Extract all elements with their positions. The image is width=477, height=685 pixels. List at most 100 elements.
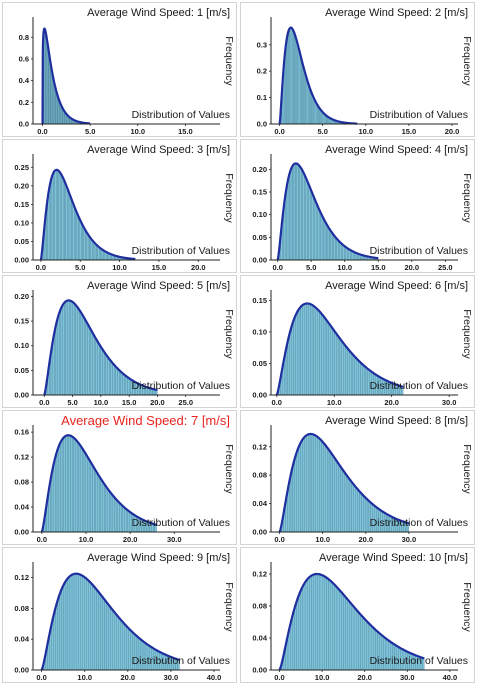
x-tick-label: 5.0 — [75, 263, 85, 272]
chart-title: Average Wind Speed: 5 [m/s] — [87, 280, 230, 292]
histogram-bar — [72, 302, 75, 396]
histogram-bar — [55, 602, 58, 671]
histogram-bar — [344, 246, 346, 261]
histogram-bar — [306, 81, 309, 125]
histogram-bar — [315, 308, 318, 396]
y-tick-label: 0.05 — [14, 366, 29, 375]
x-tick-label: 30.0 — [442, 398, 457, 407]
histogram-bar — [310, 304, 313, 396]
histogram-bar — [341, 342, 344, 396]
histogram-bar — [323, 316, 326, 396]
histogram-bar — [332, 234, 335, 261]
histogram-bar — [53, 171, 55, 261]
histogram-bar — [292, 29, 294, 125]
histogram-bar — [80, 447, 83, 533]
chart-title: Average Wind Speed: 7 [m/s] — [61, 413, 230, 428]
x-tick-label: 20.0 — [150, 398, 165, 407]
chart-svg: 0.00 0.05 0.10 0.15 0.20 0.0 5.0 10.0 15.0 20.0 25… — [14, 290, 220, 407]
histogram-bar — [90, 331, 93, 396]
histogram-bar — [336, 334, 339, 396]
histogram-bar — [349, 351, 352, 396]
histogram-bar — [330, 453, 333, 533]
histogram-bar — [99, 477, 102, 533]
histogram-bar — [127, 377, 130, 396]
histogram-bar — [107, 489, 110, 533]
x-axis-label: Distribution of Values — [369, 517, 468, 529]
histogram-bar — [296, 42, 298, 125]
y-tick-label: 0.05 — [252, 359, 267, 368]
histogram-bar — [298, 592, 301, 671]
histogram-bar — [95, 472, 98, 533]
histogram-bar — [108, 605, 111, 671]
histogram-bar — [124, 625, 127, 671]
chart-svg: 0.00 0.05 0.10 0.15 0.0 10.0 20.0 30.0 — [252, 290, 458, 407]
x-axis-label: Distribution of Values — [131, 245, 230, 257]
x-tick-label: 40.0 — [207, 673, 222, 682]
x-tick-label: 0.0 — [274, 535, 284, 544]
chart-svg: 0.00 0.04 0.08 0.12 0.0 10.0 20.0 30.0 — [252, 425, 458, 544]
histogram-bar — [302, 438, 305, 533]
y-tick-label: 0.0 — [257, 120, 267, 129]
histogram-bar — [345, 346, 348, 396]
y-tick-label: 0.08 — [14, 478, 29, 487]
histogram-bar — [58, 444, 61, 533]
y-tick-label: 0.04 — [14, 635, 29, 644]
histogram-bar — [128, 629, 131, 671]
chart-panel-8: 0.00 0.04 0.08 0.12 0.0 10.0 20.0 30.0 Average W… — [240, 410, 475, 545]
histogram-bar — [363, 496, 366, 533]
y-tick-label: 0.08 — [14, 604, 29, 613]
histogram-bar — [104, 352, 106, 396]
histogram-bar — [319, 574, 323, 671]
histogram-bar — [64, 301, 67, 396]
y-tick-label: 0.00 — [252, 528, 267, 537]
histogram-bar — [71, 200, 73, 261]
histogram-bar — [125, 376, 128, 396]
histogram-bar — [349, 480, 352, 533]
histogram-bar — [289, 27, 292, 125]
histogram-bar — [80, 574, 83, 671]
histogram-bar — [51, 174, 54, 261]
histogram-bar — [110, 494, 113, 533]
histogram-bar — [109, 359, 111, 396]
histogram-bar — [88, 581, 91, 671]
y-axis-label: Frequency — [223, 173, 235, 223]
histogram-bar — [70, 435, 73, 533]
chart-title: Average Wind Speed: 1 [m/s] — [87, 7, 230, 19]
y-tick-label: 0.20 — [252, 165, 267, 174]
y-tick-label: 0.12 — [14, 453, 29, 462]
histogram-bar — [304, 73, 306, 125]
x-tick-label: 10.0 — [337, 263, 352, 272]
histogram-bar — [73, 438, 76, 533]
x-tick-label: 10.0 — [315, 535, 330, 544]
histogram-bar — [345, 598, 348, 671]
histogram-bar — [292, 612, 295, 671]
histogram-bar — [317, 437, 320, 533]
histogram-bar — [61, 586, 65, 671]
y-tick-label: 0.0 — [19, 120, 29, 129]
histogram-bar — [293, 318, 296, 396]
histogram-bar — [53, 460, 56, 533]
y-axis-label: Frequency — [223, 444, 235, 494]
histogram-bar — [335, 237, 337, 261]
x-tick-label: 10.0 — [315, 673, 330, 682]
histogram-bar — [297, 310, 300, 396]
histogram-bar — [334, 585, 338, 671]
histogram-bar — [361, 494, 364, 533]
y-tick-label: 0.4 — [19, 76, 30, 85]
histogram-bar — [90, 239, 93, 261]
histogram-bar — [71, 574, 75, 671]
y-axis-label: Frequency — [461, 444, 473, 494]
histogram-bar — [326, 321, 329, 396]
histogram-bar — [305, 77, 308, 125]
histogram-bar — [358, 613, 361, 671]
histogram-bar — [350, 353, 354, 396]
histogram-bar — [360, 363, 363, 396]
x-tick-label: 20.0 — [191, 263, 206, 272]
histogram-bar — [311, 93, 313, 125]
histogram-bar — [68, 193, 71, 261]
histogram-bar — [69, 196, 72, 261]
histogram-bar — [77, 308, 80, 396]
chart-title: Average Wind Speed: 2 [m/s] — [325, 7, 468, 19]
histogram-bar — [333, 236, 336, 261]
histogram-bar — [62, 179, 65, 261]
